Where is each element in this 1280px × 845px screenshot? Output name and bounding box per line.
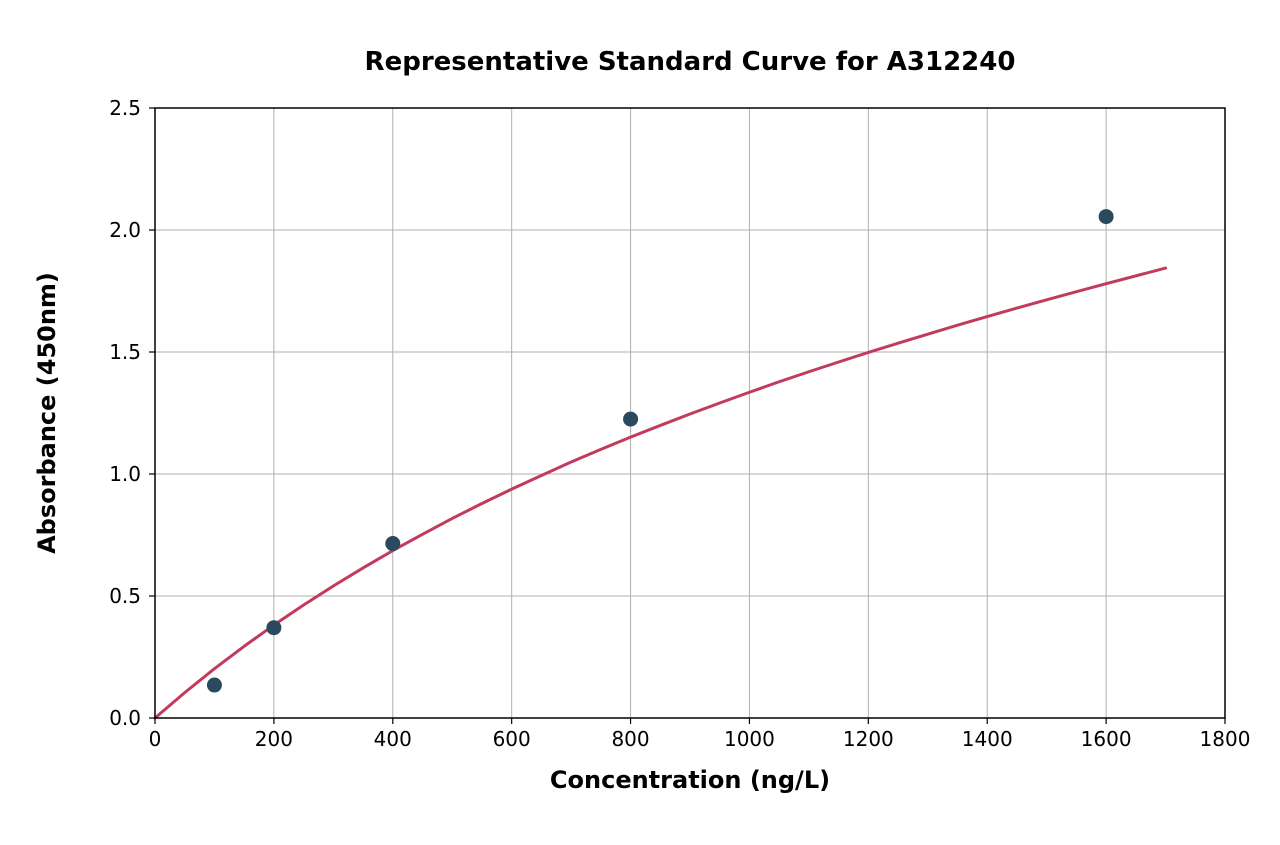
x-tick-label: 800 <box>611 727 649 751</box>
y-axis-label: Absorbance (450nm) <box>33 272 61 554</box>
x-axis-label: Concentration (ng/L) <box>550 766 830 794</box>
standard-curve-chart: 0 200 400 600 800 1000 1200 1400 1600 1800 0.0 0.5 1… <box>0 0 1280 845</box>
x-tick-label: 1600 <box>1081 727 1132 751</box>
x-tick-label: 1400 <box>962 727 1013 751</box>
y-tick-label: 0.5 <box>109 584 141 608</box>
x-tick-label: 1000 <box>724 727 775 751</box>
data-point <box>267 621 281 635</box>
y-tick-label: 1.0 <box>109 462 141 486</box>
data-point <box>386 537 400 551</box>
data-point <box>207 678 221 692</box>
x-tick-label: 400 <box>374 727 412 751</box>
chart-container: 0 200 400 600 800 1000 1200 1400 1600 1800 0.0 0.5 1… <box>0 0 1280 845</box>
data-point <box>1099 210 1113 224</box>
y-tick-label: 0.0 <box>109 706 141 730</box>
y-tick-label: 2.5 <box>109 96 141 120</box>
y-tick-label: 1.5 <box>109 340 141 364</box>
x-tick-label: 1800 <box>1200 727 1251 751</box>
x-tick-label: 0 <box>149 727 162 751</box>
data-point <box>624 412 638 426</box>
x-tick-label: 1200 <box>843 727 894 751</box>
x-tick-label: 600 <box>493 727 531 751</box>
x-tick-label: 200 <box>255 727 293 751</box>
chart-title: Representative Standard Curve for A31224… <box>365 47 1016 77</box>
y-tick-label: 2.0 <box>109 218 141 242</box>
